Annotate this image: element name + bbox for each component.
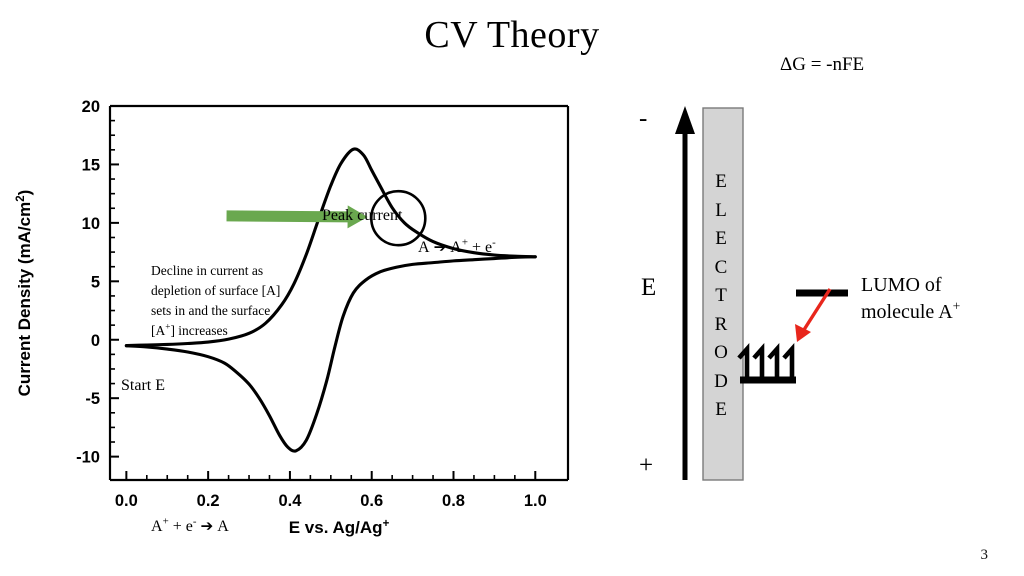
annotation-decline-in-current: Decline in current as depletion of surfa…	[151, 261, 280, 341]
electrode-letter: E	[715, 171, 727, 192]
electron-hair	[767, 342, 780, 380]
electron-sea	[737, 342, 796, 384]
equation-oxidation: A ➔ A+ + e-	[418, 236, 496, 256]
x-axis-major-ticks	[125, 471, 537, 480]
reduction-cation-charge: +	[162, 515, 169, 528]
annotation-decline-line-3: sets in and the surface	[151, 303, 271, 318]
oxidation-cation-charge: +	[461, 236, 468, 249]
x-tick-label: 0.2	[197, 492, 220, 510]
x-tick-label: 0.0	[115, 492, 138, 510]
x-tick-label: 0.6	[360, 492, 383, 510]
decline-region-highlight-circle	[369, 189, 427, 247]
electrode-energy-diagram	[600, 40, 1024, 540]
potential-axis-arrow	[675, 106, 695, 480]
electrode-letter: C	[714, 256, 728, 278]
x-tick-label: 0.4	[278, 492, 302, 510]
page-title: CV Theory	[424, 14, 600, 56]
oxidation-arrow-glyph: ➔	[433, 238, 447, 256]
y-tick-label: 0	[91, 332, 100, 350]
cv-chart: 0.0 0.2 0.4 0.6 0.8 1.0 20 15 10 5 0 -5 -10 E vs. A…	[0, 86, 600, 556]
lumo-label-line-2-pre: molecule A	[861, 301, 953, 323]
annotation-decline-line-1: Decline in current as	[151, 263, 264, 278]
x-tick-label: 1.0	[524, 492, 547, 510]
lumo-label: LUMO of molecule A+	[861, 272, 960, 326]
y-tick-label: -5	[85, 390, 100, 408]
oxidation-electron-charge: -	[492, 236, 496, 249]
electron-hair	[737, 342, 750, 380]
cv-curve-reverse-scan	[124, 255, 537, 453]
potential-axis-label: E	[641, 274, 657, 301]
chart-axes	[108, 104, 570, 482]
electron-hairs	[737, 342, 795, 380]
lumo-label-line-1: LUMO of	[861, 274, 942, 296]
reduction-electron-charge: -	[192, 515, 197, 528]
y-axis-tick-labels: 20 15 10 5 0 -5 -10	[76, 98, 100, 467]
y-axis-minor-ticks	[110, 119, 115, 443]
lumo-label-line-2: molecule A+	[861, 299, 960, 326]
electrode-letter: T	[715, 285, 727, 306]
lumo-label-line-2-sup: +	[952, 298, 961, 314]
electrode-letter: E	[715, 228, 727, 249]
annotation-decline-line-4: [A+] increases	[151, 321, 280, 341]
x-axis-title: E vs. Ag/Ag+	[289, 518, 390, 537]
annotation-decline-line-4-sup: +	[165, 321, 171, 332]
cv-chart-svg: 0.0 0.2 0.4 0.6 0.8 1.0 20 15 10 5 0 -5 -10 E vs. A…	[15, 98, 570, 537]
y-tick-label: 15	[82, 156, 100, 174]
x-tick-label: 0.8	[442, 492, 465, 510]
electrode-letter: E	[715, 399, 727, 420]
annotation-decline-line-4-pre: [A	[151, 323, 166, 338]
annotation-decline-line-4-post: ] increases	[170, 323, 228, 338]
electrode-energy-diagram-svg	[675, 106, 848, 481]
reduction-arrow-glyph: ➔	[200, 517, 214, 535]
annotation-peak-current: Peak current	[322, 207, 403, 224]
cv-curve-forward-scan	[124, 147, 537, 348]
gibbs-free-energy-equation: ΔG = -nFE	[780, 54, 865, 75]
y-tick-label: 10	[82, 215, 100, 233]
electrode-bar	[702, 107, 744, 481]
electrode-letter: R	[714, 313, 728, 335]
x-axis-minor-ticks	[146, 475, 516, 480]
electrode-letter: L	[715, 199, 727, 221]
decline-callout-arrow	[226, 205, 368, 229]
electrode-letter: O	[714, 342, 728, 363]
equation-reduction: A+ + e- ➔ A	[151, 515, 229, 535]
y-axis-title: Current Density (mA/cm2)	[15, 190, 34, 397]
pole-label-positive: +	[639, 452, 654, 479]
y-tick-label: -10	[76, 449, 100, 467]
electron-hair	[782, 342, 795, 380]
x-axis-tick-labels: 0.0 0.2 0.4 0.6 0.8 1.0	[115, 492, 547, 510]
annotation-decline-line-2: depletion of surface [A]	[151, 283, 281, 298]
electron-hair	[752, 342, 765, 380]
y-axis-major-ticks	[110, 105, 119, 458]
y-tick-label: 5	[91, 273, 100, 291]
page-number: 3	[980, 547, 989, 563]
y-tick-label: 20	[82, 98, 100, 116]
annotation-start-e: Start E	[121, 377, 165, 394]
electrode-letter: D	[714, 370, 728, 392]
electron-transfer-arrow	[795, 288, 832, 342]
pole-label-negative: -	[639, 105, 648, 132]
